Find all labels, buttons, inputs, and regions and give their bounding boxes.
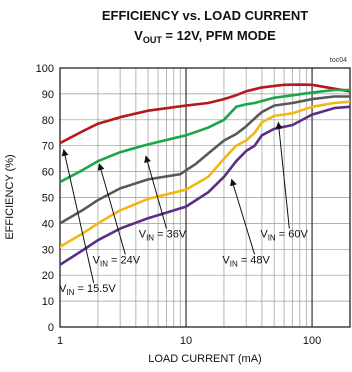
- annotation-label-main: V: [59, 283, 67, 295]
- annotation-label: VIN = 24V: [93, 255, 141, 269]
- series-lines: [60, 83, 350, 267]
- annotation-label-subscript: IN: [230, 260, 238, 269]
- chart-subtitle: VOUT = 12V, PFM MODE: [134, 28, 276, 45]
- annotation-label-main: V: [93, 255, 101, 267]
- y-tick-label: 30: [42, 244, 54, 256]
- y-tick-label: 40: [42, 218, 54, 230]
- x-tick-label: 100: [303, 335, 321, 347]
- chart-title: EFFICIENCY vs. LOAD CURRENT: [102, 8, 308, 23]
- annotation-label-main: V: [222, 255, 230, 267]
- series-line: [60, 88, 350, 184]
- plot-frame: [59, 67, 351, 328]
- x-tick-label: 1: [57, 335, 63, 347]
- annotation-label: VIN = 36V: [139, 229, 187, 243]
- subtitle-prefix: V: [134, 28, 143, 43]
- annotation-arrow: [144, 155, 167, 229]
- subtitle-subscript: OUT: [143, 35, 163, 45]
- annotation-arrow: [275, 121, 290, 229]
- y-tick-label: 20: [42, 270, 54, 282]
- y-tick-label: 90: [42, 89, 54, 101]
- y-tick-label: 50: [42, 193, 54, 205]
- series-line: [60, 95, 350, 225]
- annotation-label: VIN = 48V: [222, 255, 270, 269]
- annotation-arrow: [97, 163, 126, 255]
- annotation-label-value: = 36V: [154, 229, 187, 241]
- annotation-label-value: = 15.5V: [74, 283, 116, 295]
- annotation-arrow: [230, 178, 256, 255]
- annotation-label-value: = 60V: [276, 229, 309, 241]
- x-tick-labels: 1 10 100: [57, 335, 321, 347]
- y-tick-label: 10: [42, 296, 54, 308]
- annotation-label-subscript: IN: [66, 288, 74, 297]
- y-tick-label: 0: [48, 322, 54, 334]
- x-tick-label: 10: [180, 335, 192, 347]
- y-tick-label: 70: [42, 141, 54, 153]
- subtitle-suffix: = 12V, PFM MODE: [162, 28, 276, 43]
- annotation-label-value: = 24V: [108, 255, 141, 267]
- y-axis-label: EFFICIENCY (%): [4, 154, 16, 239]
- annotation-label: VIN = 15.5V: [59, 283, 116, 297]
- figure-tag: toc04: [330, 57, 347, 64]
- annotation-label-subscript: IN: [268, 234, 276, 243]
- x-axis-label: LOAD CURRENT (mA): [148, 353, 261, 365]
- annotation-label: VIN = 60V: [260, 229, 308, 243]
- y-tick-labels: 0 10 20 30 40 50 60 70 80 90 100: [36, 63, 54, 334]
- y-tick-label: 80: [42, 115, 54, 127]
- series-line: [60, 105, 350, 267]
- annotation-label-subscript: IN: [146, 234, 154, 243]
- series-line: [60, 83, 350, 145]
- annotation-arrow: [61, 148, 95, 284]
- annotation-label-subscript: IN: [100, 260, 108, 269]
- y-tick-label: 100: [36, 63, 54, 75]
- series-line: [60, 100, 350, 248]
- annotation-label-value: = 48V: [238, 255, 271, 267]
- annotation-label-main: V: [260, 229, 268, 241]
- y-tick-label: 60: [42, 167, 54, 179]
- annotation-label-main: V: [139, 229, 147, 241]
